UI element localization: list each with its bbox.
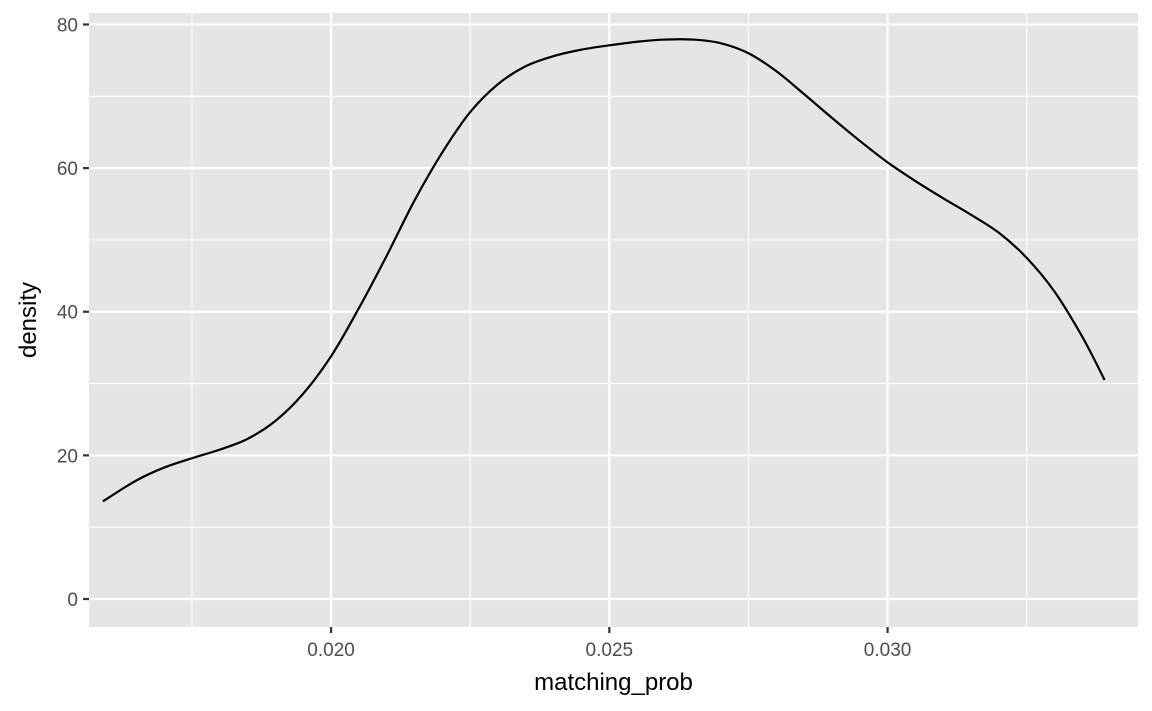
x-tick-label: 0.020 [307,640,355,661]
y-tick-label: 20 [57,446,78,467]
density-curve [102,38,1106,503]
x-axis-title: matching_prob [534,669,693,696]
y-axis-title: density [15,282,42,358]
plot-panel [89,13,1138,627]
minor-grid [89,13,1138,627]
x-axis-ticks: 0.020 0.025 0.030 [307,627,911,661]
y-tick-label: 60 [57,159,78,180]
y-tick-label: 40 [57,303,78,324]
y-axis-ticks: 0 20 40 60 80 [57,15,89,611]
x-tick-label: 0.025 [586,640,634,661]
y-tick-label: 80 [57,15,78,36]
y-tick-label: 0 [67,590,78,611]
x-tick-label: 0.030 [864,640,912,661]
major-grid [89,13,1138,627]
